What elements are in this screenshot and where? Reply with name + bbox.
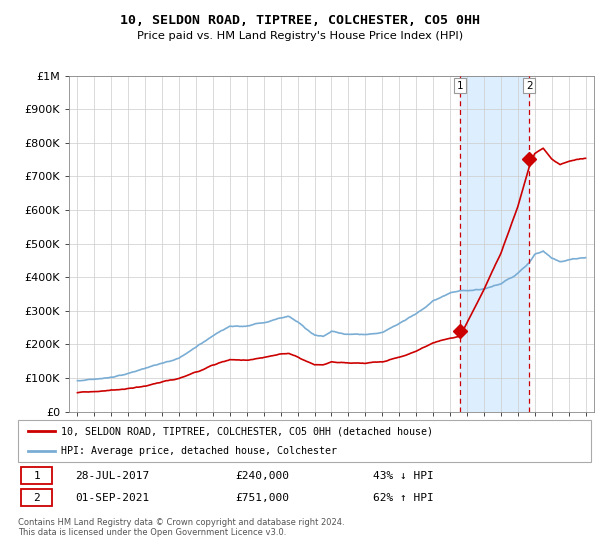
Text: £240,000: £240,000	[236, 470, 290, 480]
Text: 10, SELDON ROAD, TIPTREE, COLCHESTER, CO5 0HH: 10, SELDON ROAD, TIPTREE, COLCHESTER, CO…	[120, 14, 480, 27]
Text: 2: 2	[526, 81, 532, 91]
Text: 28-JUL-2017: 28-JUL-2017	[76, 470, 149, 480]
Text: 1: 1	[457, 81, 463, 91]
Text: HPI: Average price, detached house, Colchester: HPI: Average price, detached house, Colc…	[61, 446, 337, 456]
Bar	[460, 76, 529, 412]
Text: Price paid vs. HM Land Registry's House Price Index (HPI): Price paid vs. HM Land Registry's House …	[137, 31, 463, 41]
FancyBboxPatch shape	[21, 489, 52, 506]
Text: Contains HM Land Registry data © Crown copyright and database right 2024.
This d: Contains HM Land Registry data © Crown c…	[18, 518, 344, 538]
Text: £751,000: £751,000	[236, 493, 290, 503]
FancyBboxPatch shape	[21, 467, 52, 484]
Text: 10, SELDON ROAD, TIPTREE, COLCHESTER, CO5 0HH (detached house): 10, SELDON ROAD, TIPTREE, COLCHESTER, CO…	[61, 426, 433, 436]
Text: 43% ↓ HPI: 43% ↓ HPI	[373, 470, 434, 480]
Text: 2: 2	[33, 493, 40, 503]
Text: 1: 1	[33, 470, 40, 480]
Text: 01-SEP-2021: 01-SEP-2021	[76, 493, 149, 503]
Text: 62% ↑ HPI: 62% ↑ HPI	[373, 493, 434, 503]
